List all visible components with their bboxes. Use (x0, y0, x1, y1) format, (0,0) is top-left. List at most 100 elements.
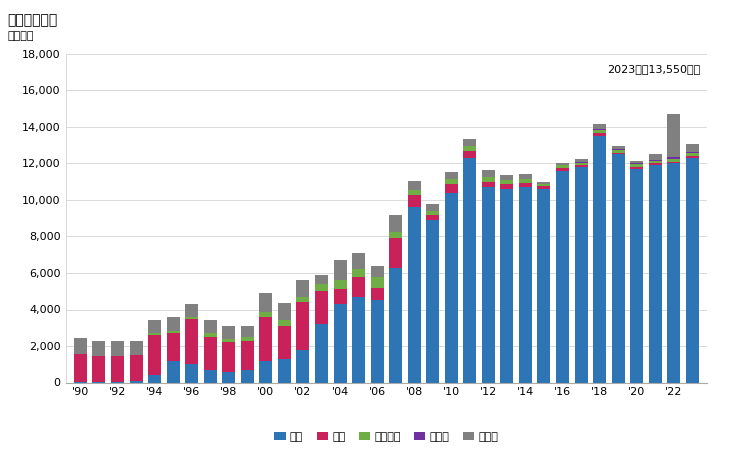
Bar (649, 160, 662, 161)
Bar (260, 360, 273, 382)
Bar (464, 151, 476, 158)
Bar (556, 165, 569, 168)
Bar (500, 176, 513, 180)
Bar (315, 324, 328, 382)
Bar (630, 164, 643, 167)
Bar (185, 317, 198, 319)
Bar (352, 253, 365, 270)
Bar (649, 154, 662, 160)
Bar (519, 175, 532, 179)
Bar (241, 326, 254, 337)
Bar (630, 169, 643, 382)
Bar (297, 297, 309, 302)
Bar (686, 144, 699, 152)
Bar (482, 170, 495, 177)
Bar (482, 187, 495, 382)
Bar (686, 156, 699, 158)
Bar (241, 337, 254, 341)
Bar (649, 161, 662, 163)
Bar (445, 172, 458, 179)
Bar (500, 184, 513, 189)
Bar (130, 355, 143, 381)
Bar (334, 260, 346, 280)
Bar (408, 194, 421, 207)
Bar (148, 320, 161, 333)
Bar (130, 341, 143, 355)
Bar (185, 319, 198, 364)
Bar (167, 331, 179, 333)
Bar (612, 149, 625, 150)
Bar (315, 291, 328, 324)
Bar (612, 154, 625, 382)
Bar (464, 139, 476, 146)
Bar (185, 304, 198, 317)
Bar (278, 326, 291, 359)
Bar (519, 187, 532, 382)
Bar (93, 342, 106, 356)
Bar (556, 163, 569, 165)
Bar (537, 186, 550, 189)
Bar (630, 163, 643, 164)
Bar (426, 215, 439, 220)
Bar (260, 293, 273, 312)
Text: 単位トン: 単位トン (8, 31, 34, 41)
Bar (556, 168, 569, 171)
Bar (278, 303, 291, 320)
Bar (630, 161, 643, 163)
Bar (593, 124, 606, 129)
Bar (389, 238, 402, 267)
Bar (93, 356, 106, 382)
Bar (426, 220, 439, 382)
Bar (537, 189, 550, 382)
Text: 2023年：13,550トン: 2023年：13,550トン (607, 64, 701, 74)
Bar (593, 136, 606, 382)
Bar (482, 182, 495, 187)
Bar (612, 153, 625, 154)
Bar (222, 339, 235, 342)
Bar (241, 370, 254, 382)
Bar (574, 159, 588, 162)
Bar (667, 163, 680, 382)
Bar (593, 133, 606, 136)
Bar (574, 165, 588, 167)
Bar (260, 317, 273, 360)
Bar (370, 277, 383, 288)
Bar (408, 207, 421, 382)
Bar (148, 333, 161, 335)
Bar (445, 193, 458, 382)
Bar (334, 304, 346, 382)
Bar (222, 326, 235, 339)
Bar (167, 317, 179, 331)
Bar (500, 180, 513, 184)
Bar (667, 159, 680, 162)
Bar (649, 163, 662, 165)
Bar (574, 167, 588, 382)
Legend: 中国, 英国, フランス, インド, その他: 中国, 英国, フランス, インド, その他 (270, 428, 503, 446)
Bar (167, 360, 179, 382)
Bar (445, 179, 458, 184)
Bar (630, 167, 643, 169)
Bar (537, 184, 550, 186)
Bar (649, 165, 662, 382)
Bar (260, 312, 273, 317)
Bar (297, 302, 309, 350)
Bar (297, 350, 309, 382)
Bar (426, 204, 439, 211)
Bar (222, 372, 235, 382)
Bar (408, 190, 421, 194)
Bar (667, 158, 680, 159)
Bar (148, 335, 161, 375)
Bar (130, 381, 143, 382)
Bar (519, 183, 532, 187)
Bar (500, 189, 513, 382)
Bar (556, 171, 569, 382)
Bar (334, 289, 346, 304)
Bar (167, 333, 179, 360)
Bar (203, 337, 217, 370)
Bar (389, 267, 402, 382)
Bar (185, 364, 198, 382)
Bar (222, 342, 235, 372)
Bar (464, 158, 476, 382)
Bar (519, 179, 532, 183)
Bar (111, 342, 124, 356)
